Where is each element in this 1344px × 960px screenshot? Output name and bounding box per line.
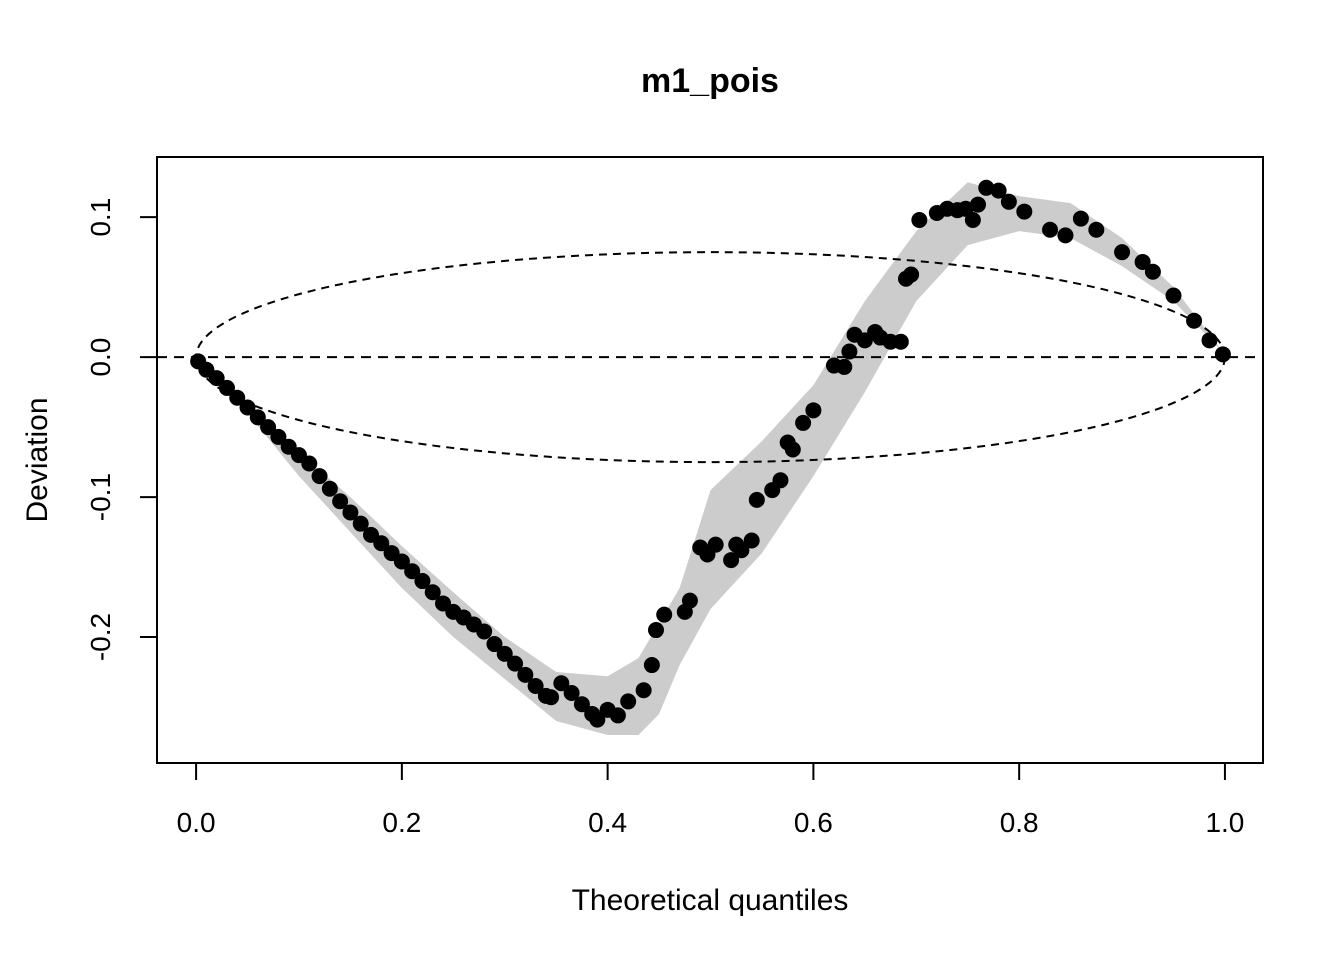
point [1042,221,1059,238]
point [795,414,812,431]
point [352,515,369,532]
point [218,379,235,396]
point [841,343,858,360]
x-tick-label: 0.0 [177,807,216,838]
y-axis-label: Deviation [21,397,54,522]
point [978,179,995,196]
point [543,689,560,706]
point [229,389,246,406]
point [805,402,822,419]
y-tick-label: -0.1 [85,473,116,521]
point [553,675,570,692]
point [1186,312,1203,329]
point [414,573,431,590]
point [620,693,637,710]
point [836,358,853,375]
confidence-band [196,182,1225,736]
point [573,696,590,713]
point [970,196,987,213]
point [681,592,698,609]
point [517,666,534,683]
point [476,623,493,640]
point [311,468,328,485]
point [373,535,390,552]
point [1114,244,1131,261]
point [301,455,318,472]
point [260,419,277,436]
point [990,182,1007,199]
point [496,645,513,662]
point [748,491,765,508]
x-axis-label: Theoretical quantiles [572,884,849,917]
point [892,333,909,350]
point [249,409,266,426]
point [1144,263,1161,280]
point [1072,210,1089,227]
y-tick-label: -0.2 [85,613,116,661]
point [733,542,750,559]
point [486,636,503,653]
point [1201,332,1218,349]
x-tick-label: 0.2 [382,807,421,838]
point [507,655,524,672]
point [404,563,421,580]
point [1088,221,1105,238]
point [647,622,664,639]
x-tick-label: 0.4 [588,807,627,838]
point [424,584,441,601]
y-tick-label: 0.0 [85,338,116,377]
point [527,678,544,695]
point [635,682,652,699]
point [1134,253,1151,270]
point [784,441,801,458]
point [1165,287,1182,304]
x-tick-label: 1.0 [1205,807,1244,838]
point [1057,227,1074,244]
point [609,707,626,724]
point [342,504,359,521]
point [743,532,760,549]
point [208,370,225,387]
point [239,399,256,416]
point [563,685,580,702]
point [723,552,740,569]
y-tick-label: 0.1 [85,198,116,237]
point [964,211,981,228]
chart-title: m1_pois [641,62,779,100]
point [903,266,920,283]
point [656,606,673,623]
point [589,711,606,728]
point [643,657,660,674]
point [1016,203,1033,220]
point [321,480,338,497]
point [707,536,724,553]
x-tick-label: 0.8 [1000,807,1039,838]
point [772,472,789,489]
point [270,428,287,445]
point [332,493,349,510]
point [393,553,410,570]
point [1214,346,1231,363]
point [911,211,928,228]
x-tick-label: 0.6 [794,807,833,838]
point [1000,193,1017,210]
